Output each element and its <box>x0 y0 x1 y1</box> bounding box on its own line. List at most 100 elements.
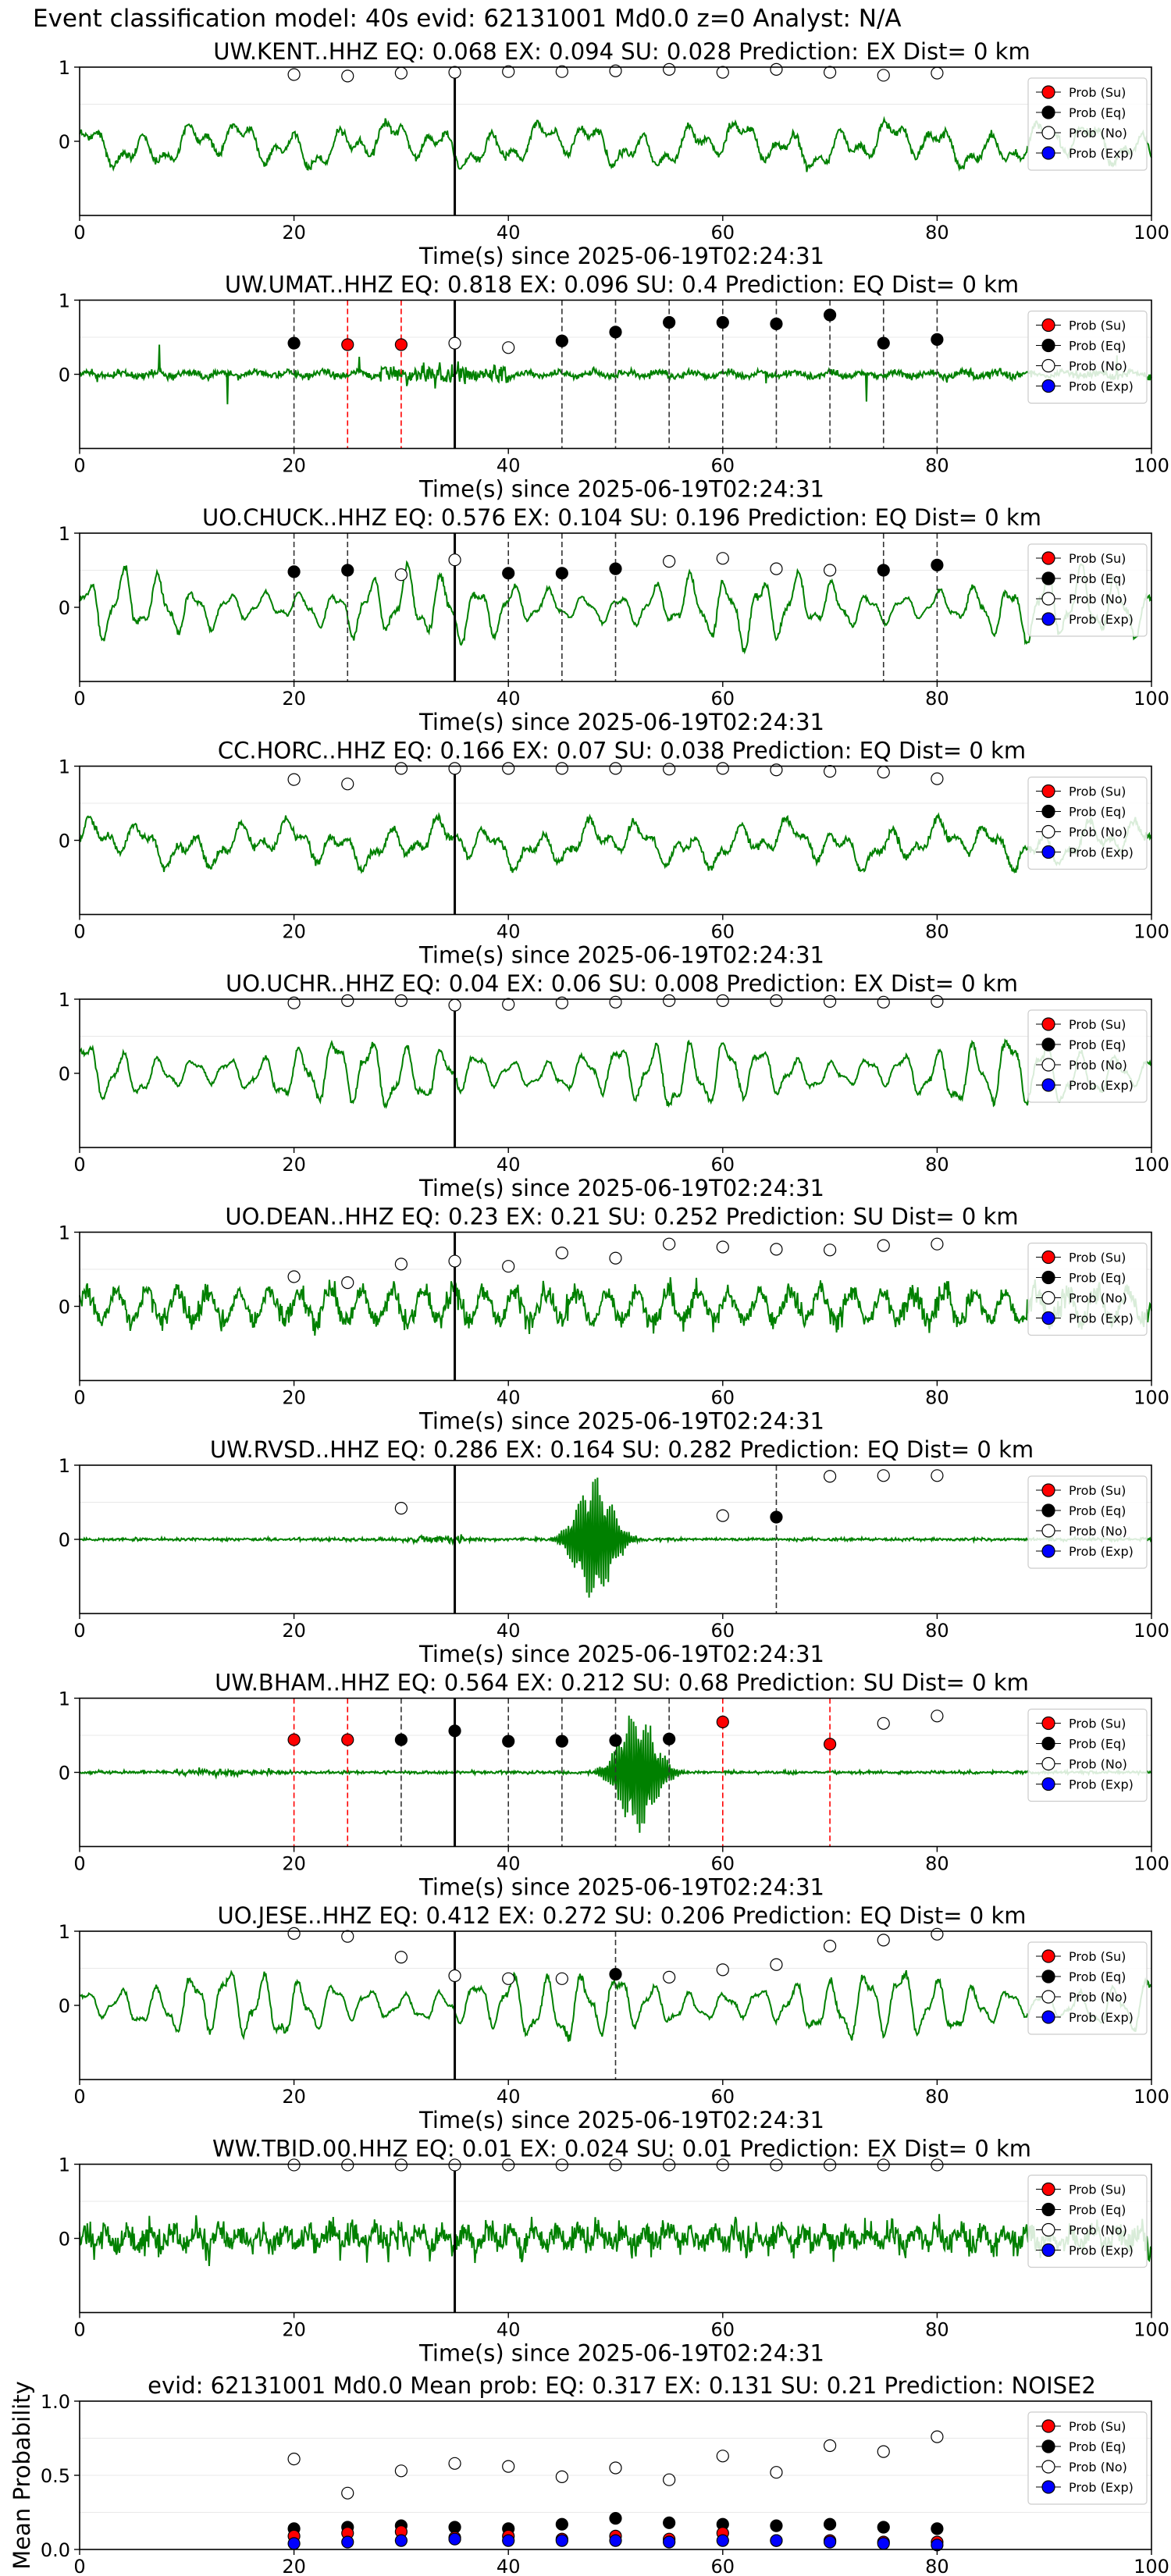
legend-box <box>1027 1708 1148 1802</box>
x-tick-label: 40 <box>497 2556 521 2576</box>
prob-marker-no <box>341 994 354 1008</box>
y-tick-label: 1 <box>59 523 70 545</box>
x-tick-label: 60 <box>711 688 735 710</box>
legend-label-su: Prob (Su) <box>1069 1949 1126 1964</box>
prob-marker-no <box>663 2158 676 2172</box>
legend-label-su: Prob (Su) <box>1069 2419 1126 2434</box>
prob-marker-no <box>341 1276 354 1290</box>
prob-marker-no <box>931 772 944 785</box>
prob-marker-no <box>394 66 408 80</box>
legend-box <box>1027 77 1148 171</box>
panel-title: UO.DEAN..HHZ EQ: 0.23 EX: 0.21 SU: 0.252… <box>225 1204 1018 1230</box>
legend-box <box>1027 1242 1148 1336</box>
x-tick-label: 20 <box>282 688 306 710</box>
prob-marker-eq <box>555 334 568 347</box>
mean-prob-marker-no <box>931 2430 944 2443</box>
x-tick-label: 100 <box>1134 1853 1169 1875</box>
prob-marker-no <box>823 1939 837 1953</box>
prob-marker-no <box>716 762 729 775</box>
prob-marker-no <box>877 69 890 82</box>
prob-marker-no <box>555 1246 568 1260</box>
legend-marker-su <box>1041 551 1055 565</box>
prob-marker-no <box>341 777 354 791</box>
prob-marker-no <box>609 995 622 1009</box>
mean-prob-marker-eq <box>663 2516 676 2529</box>
prob-marker-eq <box>609 326 622 339</box>
prob-marker-no <box>394 1951 408 1964</box>
prob-marker-no <box>877 2158 890 2172</box>
y-tick-label: 0 <box>59 365 70 386</box>
legend-marker-exp <box>1041 1311 1055 1325</box>
prob-marker-no <box>877 765 890 779</box>
prob-marker-no <box>770 1243 783 1256</box>
legend-marker-su <box>1041 318 1055 333</box>
waveform-trace <box>79 344 1152 404</box>
legend-marker-no <box>1041 1524 1055 1538</box>
legend-label-exp: Prob (Exp) <box>1069 2010 1134 2025</box>
mean-prob-marker-no <box>877 2445 890 2458</box>
x-tick-label: 60 <box>711 222 735 244</box>
prob-marker-no <box>609 762 622 775</box>
x-tick-label: 0 <box>73 1620 85 1642</box>
legend-marker-no <box>1041 2222 1055 2237</box>
prob-marker-no <box>931 1237 944 1251</box>
x-tick-label: 100 <box>1134 2319 1169 2341</box>
prob-marker-no <box>394 994 408 1008</box>
prob-marker-no <box>394 568 408 582</box>
x-tick-label: 40 <box>497 455 521 477</box>
prob-marker-no <box>877 995 890 1009</box>
legend-box <box>1027 310 1148 404</box>
mean-prob-marker-exp <box>448 2532 461 2546</box>
x-tick-label: 60 <box>711 1387 735 1409</box>
prob-marker-no <box>931 2158 944 2172</box>
legend-label-exp: Prob (Exp) <box>1069 146 1134 161</box>
legend-label-su: Prob (Su) <box>1069 785 1126 799</box>
prob-marker-no <box>877 1239 890 1252</box>
x-tick-label: 60 <box>711 1853 735 1875</box>
prob-marker-no <box>555 762 568 775</box>
x-axis-label: Time(s) since 2025-06-19T02:24:31 <box>418 709 824 735</box>
y-tick-label: 1 <box>59 1921 70 1943</box>
legend-label-su: Prob (Su) <box>1069 1483 1126 1498</box>
x-tick-label: 80 <box>925 1620 949 1642</box>
legend-marker-exp <box>1041 1544 1055 1558</box>
x-tick-label: 40 <box>497 1620 521 1642</box>
x-tick-label: 80 <box>925 921 949 943</box>
legend-label-no: Prob (No) <box>1069 2460 1127 2475</box>
y-tick-label: 0 <box>59 131 70 153</box>
legend-box <box>1027 1941 1148 2035</box>
mean-prob-marker-no <box>502 2460 515 2473</box>
legend-marker-eq <box>1041 1736 1055 1751</box>
x-tick-label: 40 <box>497 1853 521 1875</box>
prob-marker-no <box>770 62 783 76</box>
x-tick-label: 0 <box>73 921 85 943</box>
panel-7: UW.RVSD..HHZ EQ: 0.286 EX: 0.164 SU: 0.2… <box>59 1436 1169 1667</box>
prob-marker-no <box>823 2158 837 2172</box>
mean-prob-marker-exp <box>609 2534 622 2547</box>
figure-suptitle: Event classification model: 40s evid: 62… <box>33 5 902 33</box>
prob-marker-eq <box>609 1968 622 1981</box>
mean-prob-marker-exp <box>663 2535 676 2549</box>
legend-label-eq: Prob (Eq) <box>1069 1503 1126 1518</box>
mean-prob-marker-no <box>448 2457 461 2470</box>
legend-marker-eq <box>1041 1969 1055 1984</box>
prob-marker-no <box>823 1244 837 1257</box>
legend-label-su: Prob (Su) <box>1069 1251 1126 1265</box>
prob-marker-no <box>448 998 461 1012</box>
prob-marker-no <box>341 2158 354 2172</box>
prob-marker-no <box>877 1469 890 1482</box>
prob-marker-no <box>770 2158 783 2172</box>
prob-marker-no <box>502 762 515 775</box>
legend-label-eq: Prob (Eq) <box>1069 805 1126 820</box>
x-tick-label: 0 <box>73 1154 85 1176</box>
legend-label-su: Prob (Su) <box>1069 2183 1126 2197</box>
prob-marker-no <box>502 341 515 354</box>
prob-marker-eq <box>287 336 301 350</box>
prob-marker-no <box>394 1258 408 1271</box>
prob-marker-eq <box>555 567 568 580</box>
prob-marker-eq <box>823 308 837 322</box>
legend-marker-eq <box>1041 1037 1055 1051</box>
prob-marker-no <box>716 1240 729 1254</box>
x-tick-label: 80 <box>925 222 949 244</box>
waveform-trace <box>79 116 1152 173</box>
